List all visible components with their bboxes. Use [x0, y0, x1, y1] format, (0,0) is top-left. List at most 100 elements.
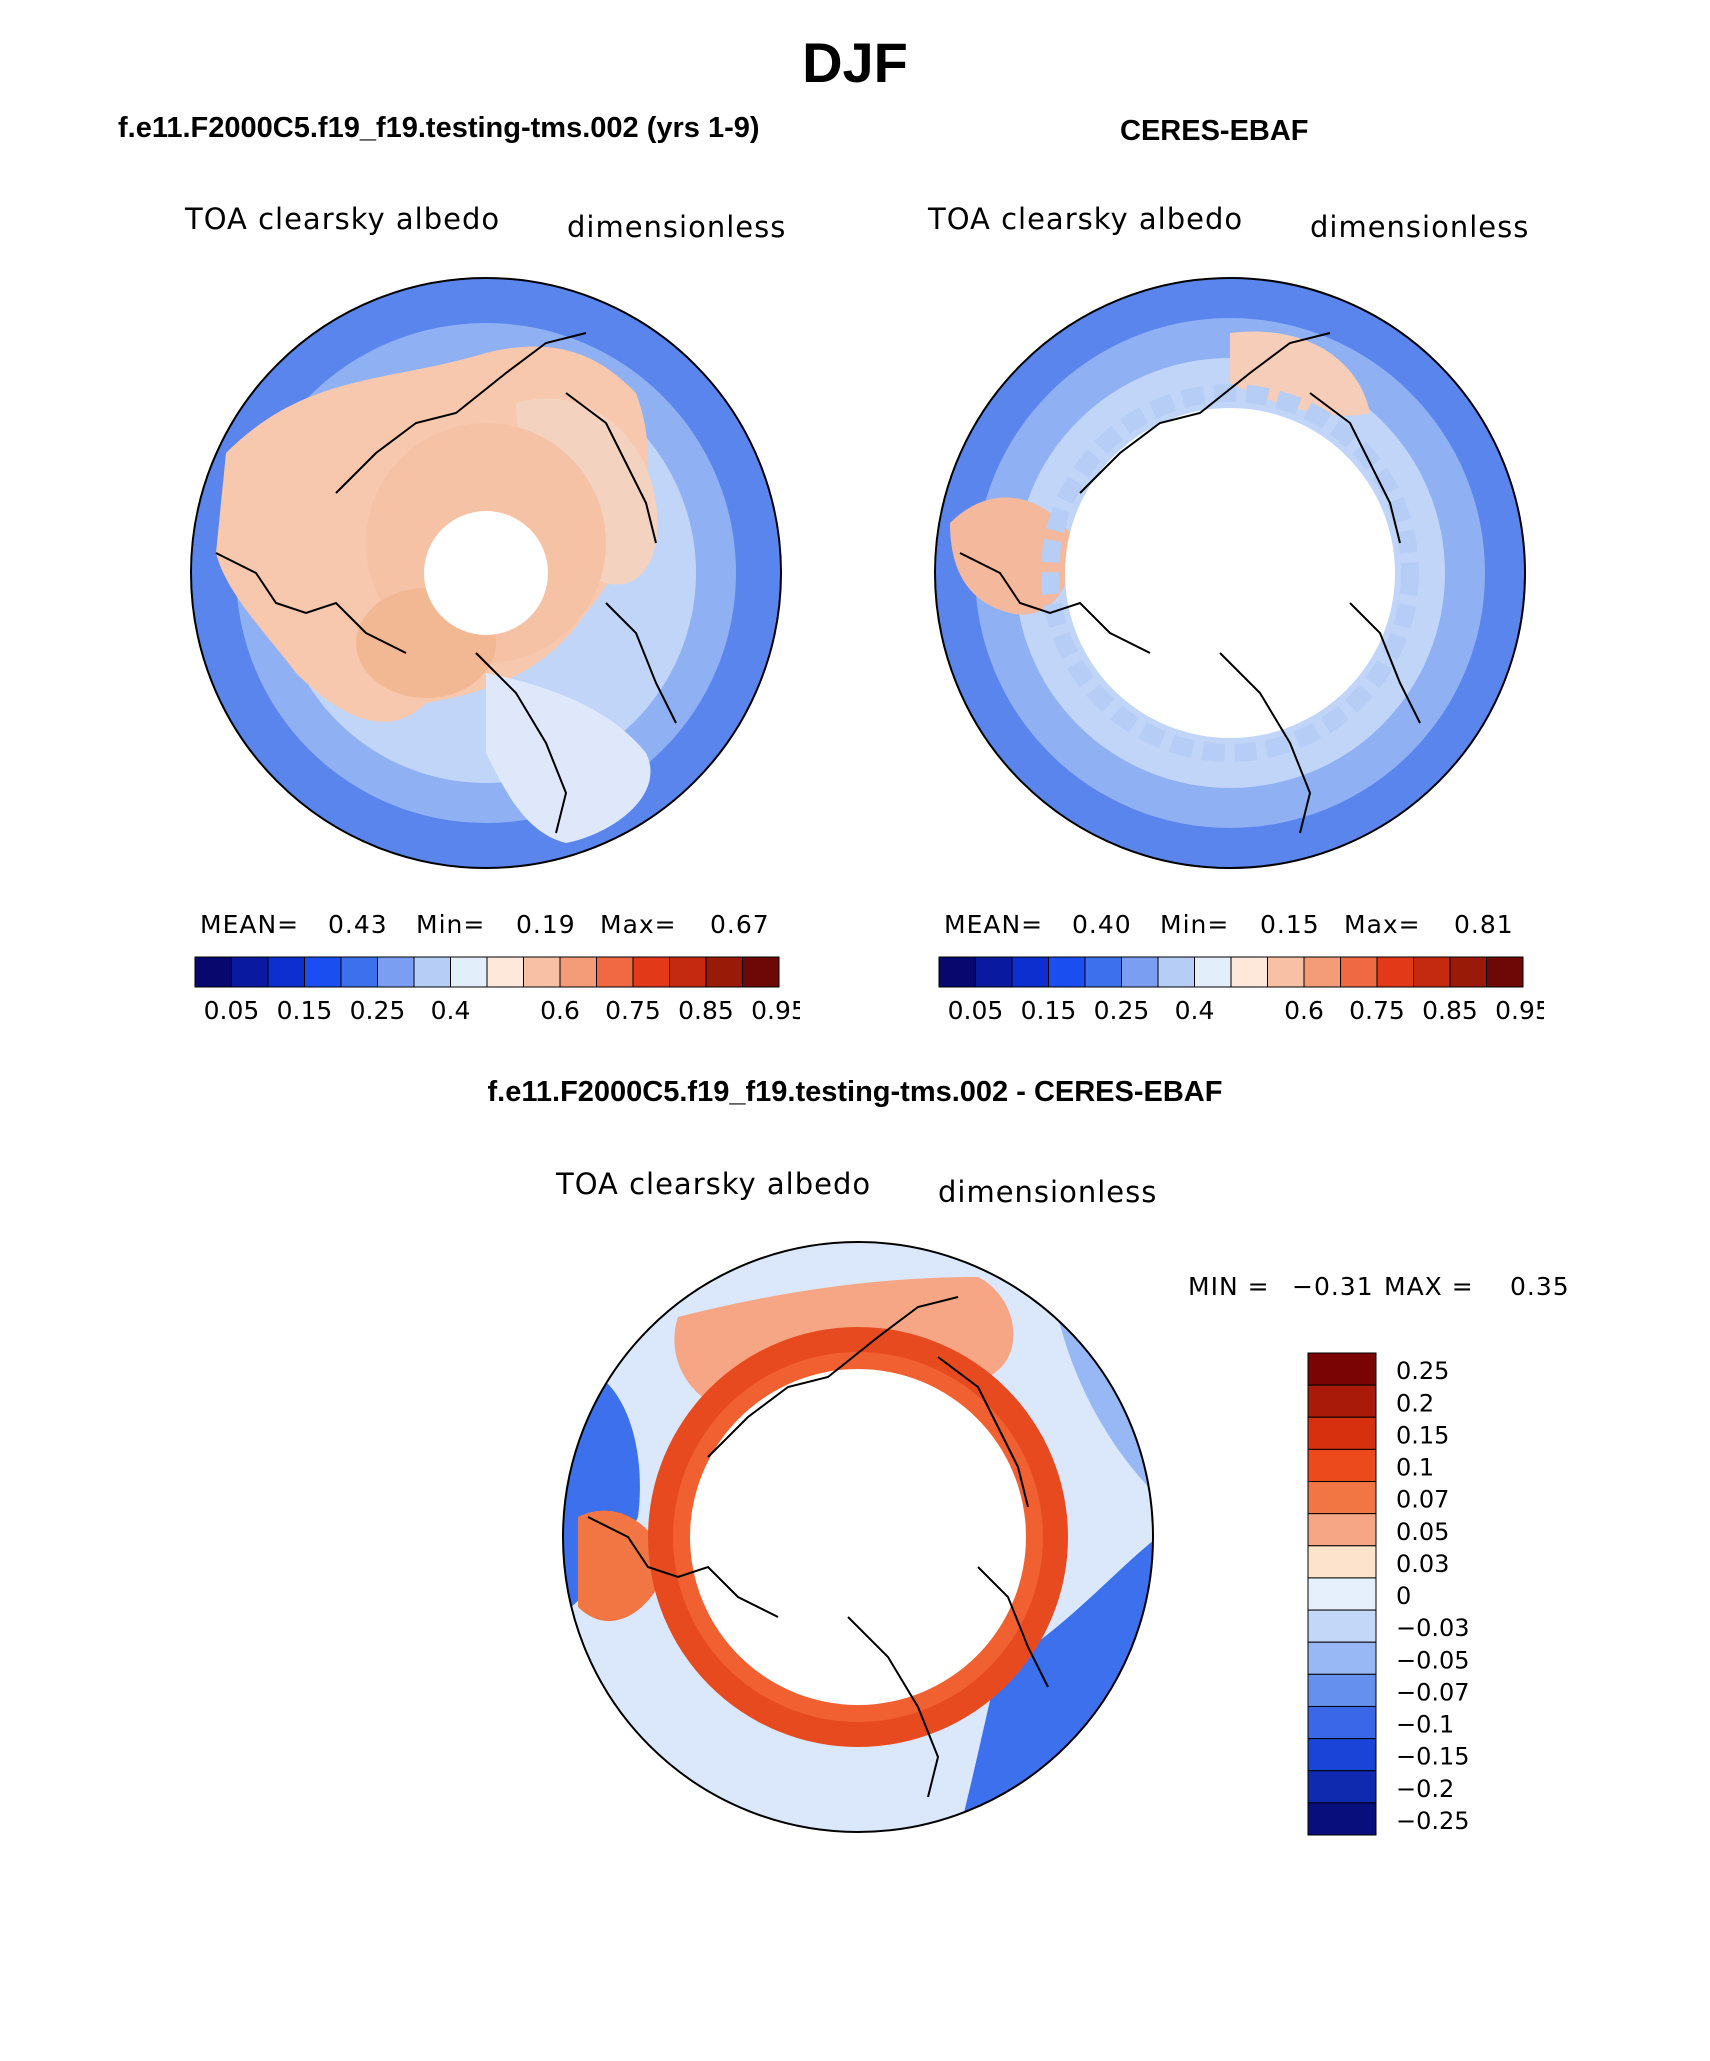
panel2-colorbar-swatch: [1376, 956, 1414, 988]
panel1-mean-value: 0.43: [328, 910, 388, 939]
diff-colorbar-tick-label: −0.25: [1396, 1807, 1470, 1835]
panel2-colorbar-swatch: [1267, 956, 1305, 988]
panel2-min-value: 0.15: [1260, 910, 1320, 939]
panel1-title: f.e11.F2000C5.f19_f19.testing-tms.002 (y…: [118, 112, 760, 144]
panel2-min-label: Min=: [1160, 910, 1230, 939]
panel1-colorbar-swatch: [267, 956, 305, 988]
panel2-colorbar-swatch: [1303, 956, 1341, 988]
panel1-min-value: 0.19: [516, 910, 576, 939]
panel2-mean-label: MEAN=: [944, 910, 1044, 939]
diff-colorbar-swatch: [1307, 1770, 1377, 1804]
panel1-variable-label: TOA clearsky albedo: [185, 202, 501, 236]
panel2-polar-map: [934, 277, 1526, 869]
panel2-colorbar-tick-label: 0.6: [1284, 996, 1324, 1025]
panel2-colorbar-tick-label: 0.4: [1175, 996, 1215, 1025]
panel2-colorbar-tick-label: 0.05: [948, 996, 1004, 1025]
panel2-colorbar-swatch: [1194, 956, 1232, 988]
diff-colorbar: 0.25 0.2 0.15 0.1 0.07 0.05 0.03 0 −0.03 −0.05 −0.…: [1307, 1352, 1470, 1836]
panel1-mean-label: MEAN=: [200, 910, 300, 939]
panel1-colorbar-swatch: [705, 956, 743, 988]
panel2-colorbar-tick-label: 0.75: [1349, 996, 1405, 1025]
panel2-colorbar-swatch: [1449, 956, 1487, 988]
diff-colorbar-swatch: [1307, 1609, 1377, 1643]
diff-colorbar-swatch: [1307, 1481, 1377, 1515]
panel2-colorbar-swatch: [1157, 956, 1195, 988]
panel1-units-label: dimensionless: [567, 210, 787, 244]
panel1-max-label: Max=: [600, 910, 677, 939]
panel2-title: CERES-EBAF: [1120, 115, 1309, 147]
panel2-colorbar-tick-label: 0.85: [1422, 996, 1478, 1025]
diff-colorbar-tick-label: 0.05: [1396, 1518, 1449, 1546]
diff-max-label: MAX =: [1384, 1272, 1474, 1301]
diff-variable-label: TOA clearsky albedo: [556, 1167, 872, 1201]
diff-colorbar-swatch: [1307, 1352, 1377, 1386]
diff-colorbar-swatch: [1307, 1384, 1377, 1418]
diff-colorbar-tick-label: 0.25: [1396, 1357, 1449, 1385]
panel1-colorbar-swatch: [559, 956, 597, 988]
panel2-variable-label: TOA clearsky albedo: [928, 202, 1244, 236]
panel1-colorbar-swatch: [742, 956, 780, 988]
diff-colorbar-tick-label: 0.03: [1396, 1550, 1449, 1578]
panel1-colorbar-tick-label: 0.4: [431, 996, 471, 1025]
panel2-colorbar-swatch: [938, 956, 976, 988]
diff-colorbar-tick-label: 0.07: [1396, 1486, 1449, 1514]
diff-colorbar-tick-label: −0.15: [1396, 1743, 1470, 1771]
panel2-colorbar-swatch: [1230, 956, 1268, 988]
panel2-max-value: 0.81: [1454, 910, 1514, 939]
diff-colorbar-tick-label: −0.1: [1396, 1711, 1454, 1739]
panel2-colorbar-tick-label: 0.25: [1094, 996, 1150, 1025]
panel1-colorbar-swatch: [632, 956, 670, 988]
panel1-colorbar-swatch: [596, 956, 634, 988]
diff-colorbar-tick-label: 0: [1396, 1582, 1411, 1610]
season-title: DJF: [802, 31, 908, 94]
panel1-max-value: 0.67: [710, 910, 770, 939]
diff-minmax: MIN = −0.31 MAX = 0.35: [1188, 1272, 1588, 1306]
panel2-stats: MEAN= 0.40 Min= 0.15 Max= 0.81: [944, 910, 1516, 944]
diff-colorbar-tick-label: 0.15: [1396, 1421, 1449, 1449]
panel1-colorbar-tick-label: 0.85: [678, 996, 734, 1025]
diff-colorbar-swatch: [1307, 1545, 1377, 1579]
panel1-colorbar-swatch: [450, 956, 488, 988]
diff-max-value: 0.35: [1510, 1272, 1570, 1301]
panel1-colorbar-swatch: [231, 956, 269, 988]
diff-colorbar-swatch: [1307, 1577, 1377, 1611]
diff-colorbar-swatch: [1307, 1705, 1377, 1740]
diff-colorbar-swatch: [1307, 1802, 1377, 1836]
panel1-colorbar-swatch: [340, 956, 378, 988]
panel1-colorbar-swatch: [194, 956, 232, 988]
difference-title: f.e11.F2000C5.f19_f19.testing-tms.002 - …: [487, 1076, 1223, 1108]
panel1-colorbar-tick-label: 0.75: [605, 996, 661, 1025]
diff-polar-map: [562, 1241, 1154, 1833]
diff-colorbar-tick-label: −0.05: [1396, 1646, 1470, 1674]
diff-colorbar-tick-label: −0.07: [1396, 1678, 1470, 1706]
diff-colorbar-tick-label: −0.2: [1396, 1775, 1454, 1803]
panel2-colorbar-swatch: [1121, 956, 1159, 988]
diff-colorbar-swatch: [1307, 1641, 1377, 1675]
panel2-colorbar-swatch: [975, 956, 1013, 988]
panel2-colorbar-swatch: [1413, 956, 1451, 988]
diff-colorbar-swatch: [1307, 1448, 1377, 1483]
panel1-colorbar-swatch: [304, 956, 342, 988]
panel1-stats: MEAN= 0.43 Min= 0.19 Max= 0.67: [200, 910, 772, 944]
panel2-colorbar-tick-label: 0.95: [1495, 996, 1544, 1025]
panel1-polar-map: [190, 277, 782, 869]
panel2-colorbar: 0.05 0.15 0.25 0.4 0.6 0.75 0.85 0.95: [938, 956, 1544, 1025]
panel1-min-label: Min=: [416, 910, 486, 939]
diff-colorbar-tick-label: −0.03: [1396, 1614, 1470, 1642]
panel2-colorbar-tick-label: 0.15: [1021, 996, 1077, 1025]
panel1-colorbar-tick-label: 0.15: [277, 996, 333, 1025]
panel1-colorbar-swatch: [669, 956, 707, 988]
diff-colorbar-swatch: [1307, 1513, 1377, 1547]
diff-min-label: MIN =: [1188, 1272, 1270, 1301]
panel1-colorbar-tick-label: 0.95: [751, 996, 800, 1025]
panel2-units-label: dimensionless: [1310, 210, 1530, 244]
diff-colorbar-tick-label: 0.1: [1396, 1454, 1434, 1482]
panel2-mean-value: 0.40: [1072, 910, 1132, 939]
diff-min-value: −0.31: [1292, 1272, 1374, 1301]
panel2-colorbar-swatch: [1084, 956, 1122, 988]
panel2-max-label: Max=: [1344, 910, 1421, 939]
diff-colorbar-tick-label: 0.2: [1396, 1389, 1434, 1417]
panel1-colorbar-swatch: [413, 956, 451, 988]
panel2-colorbar-swatch: [1011, 956, 1049, 988]
diff-colorbar-swatch: [1307, 1738, 1377, 1772]
